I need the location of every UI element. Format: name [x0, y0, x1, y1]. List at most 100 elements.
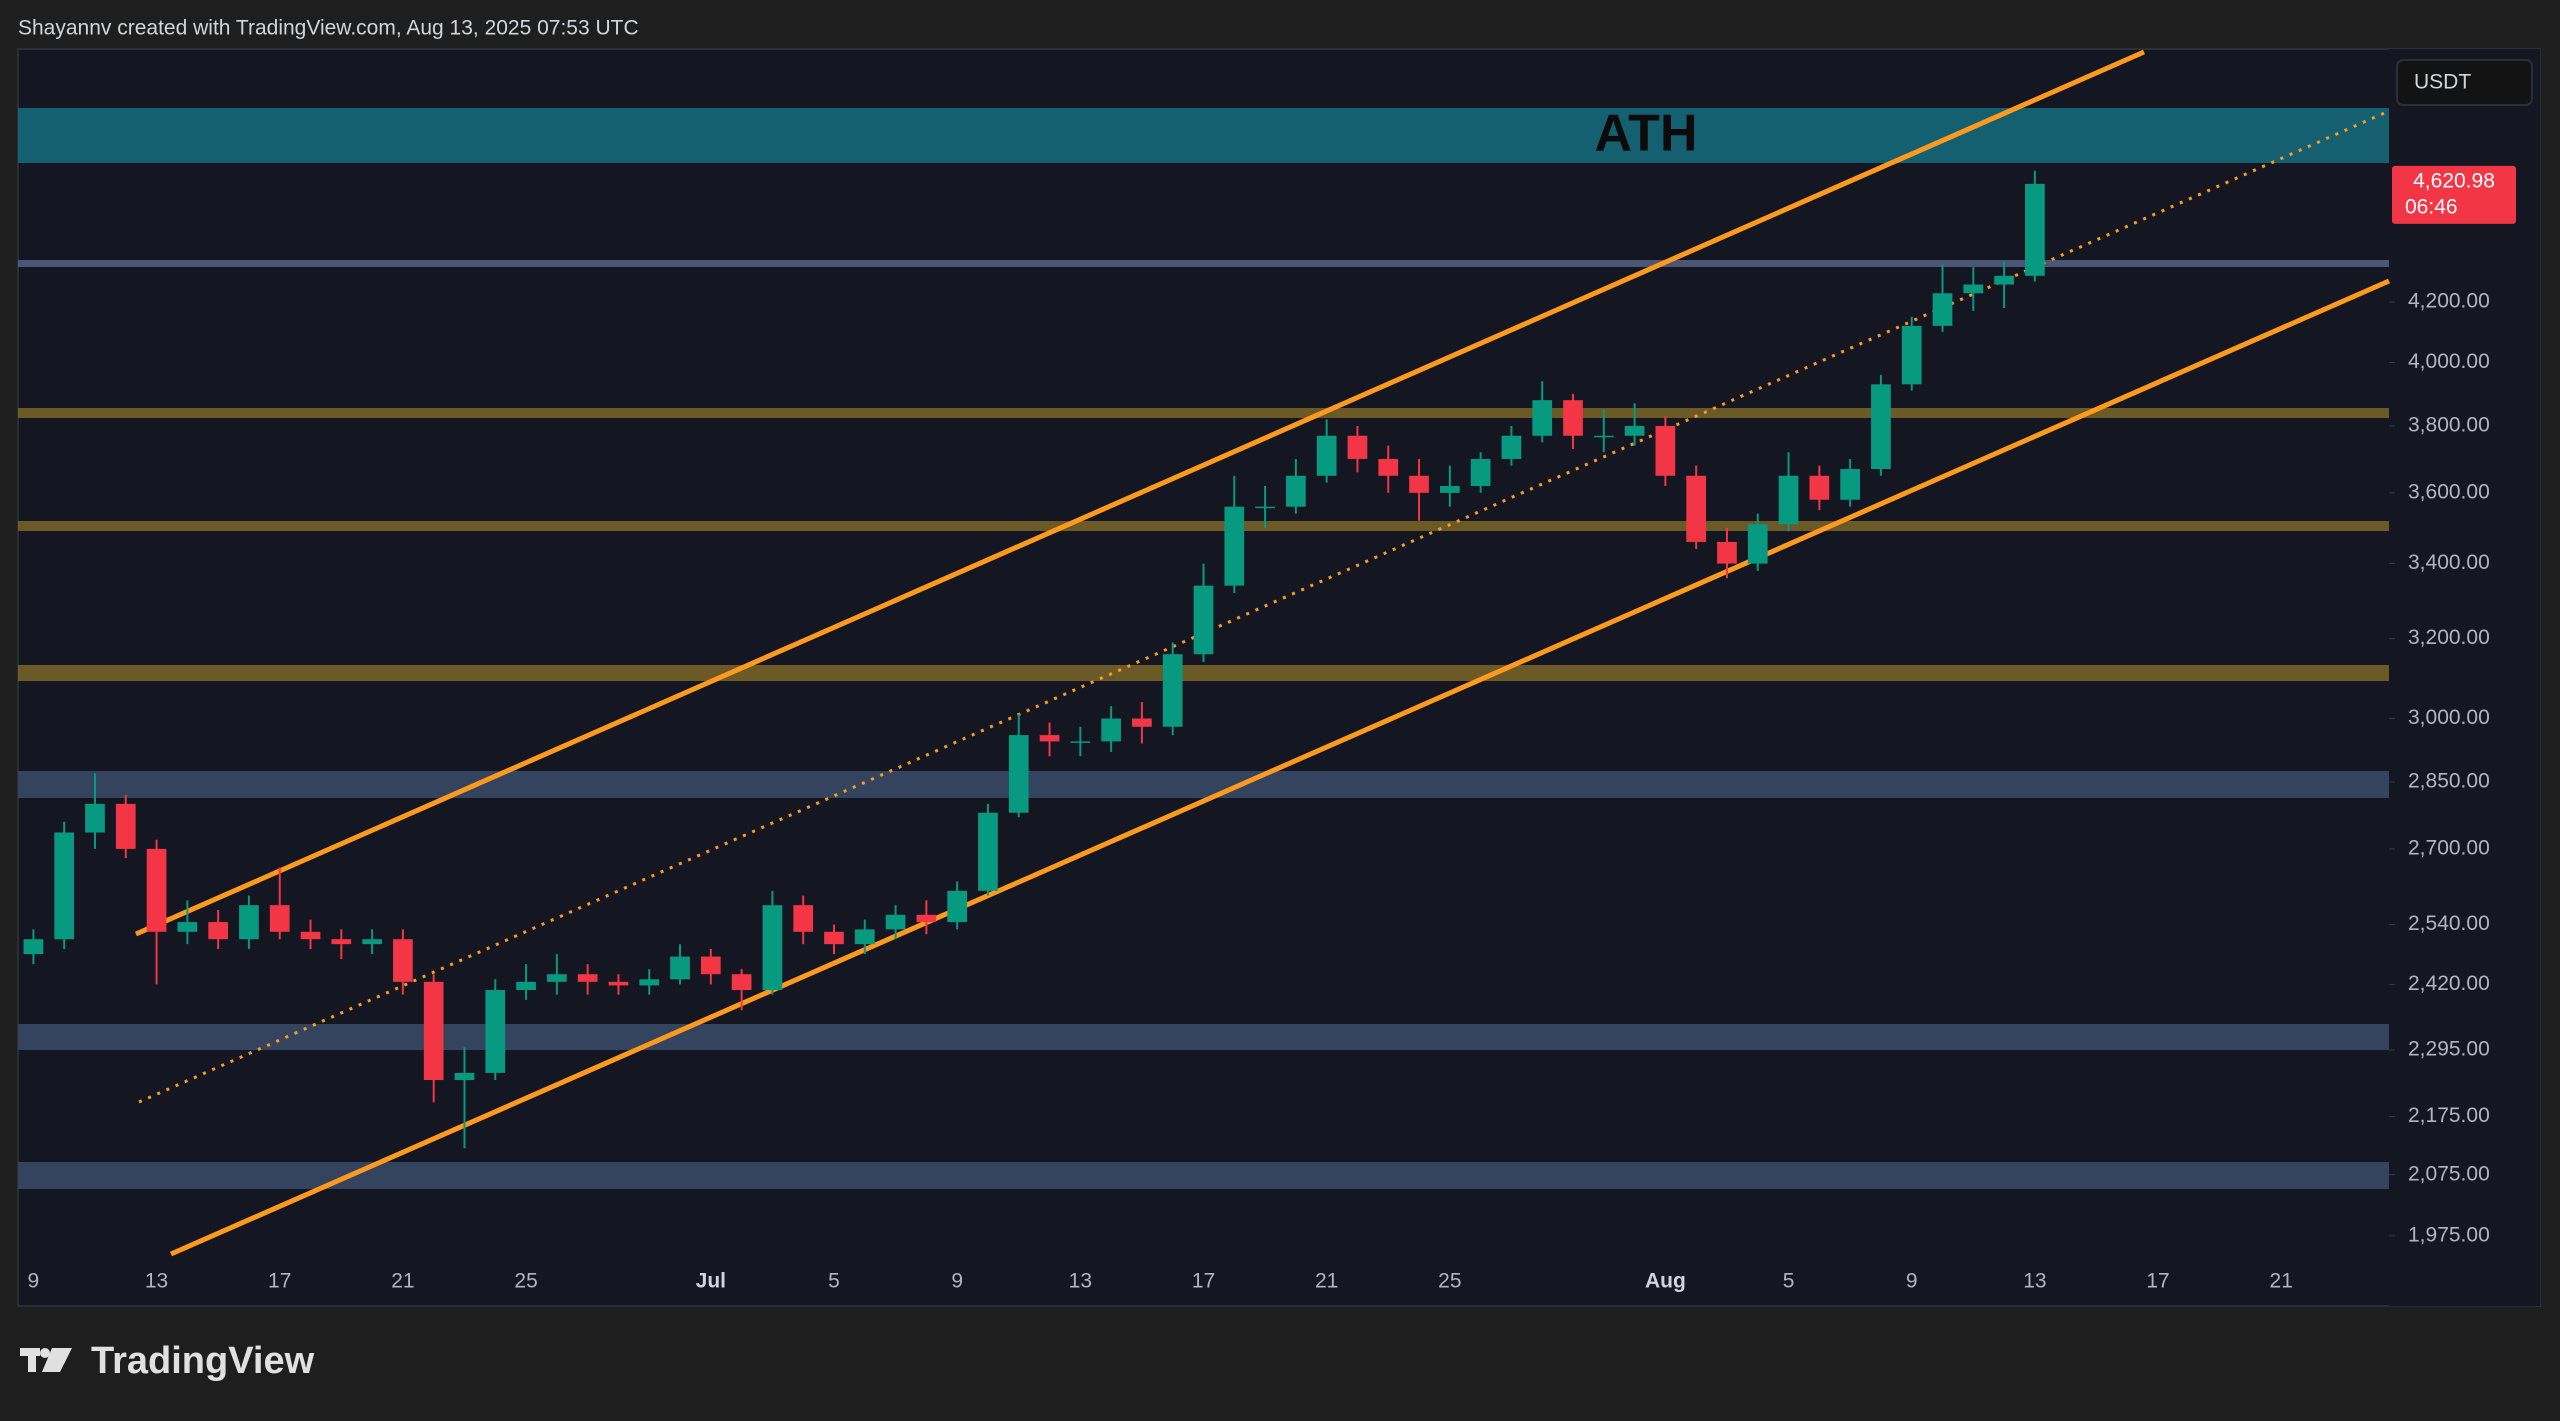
last-price-label: 4,620.98	[2413, 169, 2495, 192]
candle-body	[1162, 654, 1183, 727]
candle-body	[1717, 541, 1737, 564]
candle-body	[1409, 475, 1429, 493]
level-zone	[18, 260, 2389, 267]
candle-body	[516, 981, 536, 991]
candle-body	[978, 812, 998, 891]
x-tick-label: 13	[1069, 1270, 1092, 1293]
y-tick-label: 3,000.00	[2408, 706, 2490, 729]
y-tick-label: 2,075.00	[2408, 1162, 2490, 1185]
channel-upper	[134, 49, 2146, 937]
candle-body	[146, 848, 167, 932]
last-price-box	[2392, 165, 2516, 224]
logo-part	[50, 1348, 72, 1372]
brand: TradingView	[91, 1340, 315, 1382]
level-zone	[18, 1162, 2389, 1189]
candle-body	[362, 939, 382, 945]
candle-body	[1532, 400, 1553, 436]
x-tick-label: 13	[2023, 1270, 2046, 1293]
candle-body	[23, 939, 44, 955]
candle-body	[454, 1072, 475, 1081]
countdown: 06:46	[2405, 195, 2458, 218]
candle-body	[731, 974, 752, 991]
candle-body	[177, 922, 198, 932]
candle-body	[885, 914, 906, 930]
candle-body	[1655, 425, 1676, 476]
candle-body	[331, 939, 352, 945]
level-zone	[18, 408, 2389, 418]
candle-body	[762, 905, 783, 991]
drawings: ATH	[18, 49, 2391, 1257]
candle-body	[54, 832, 75, 940]
currency: USDT	[2414, 71, 2471, 94]
y-tick-label: 1,975.00	[2408, 1223, 2490, 1246]
level-zone	[18, 521, 2389, 531]
candle-body	[2025, 183, 2045, 276]
logo-icon	[20, 1348, 72, 1372]
level-zone	[18, 1024, 2389, 1050]
candle-body	[1008, 735, 1029, 813]
candle-body	[1563, 400, 1583, 436]
x-tick-label: 9	[951, 1270, 963, 1293]
candles	[23, 170, 2045, 1149]
candle-body	[85, 803, 105, 833]
candle-body	[947, 890, 968, 923]
level-zone	[18, 771, 2389, 798]
candle-body	[824, 931, 844, 945]
candle-body	[608, 981, 629, 986]
zone-label: ATH	[1594, 105, 1697, 163]
candle-body	[1963, 284, 1984, 294]
candle-body	[670, 956, 690, 980]
candle-body	[700, 956, 721, 975]
candle-body	[1778, 475, 1799, 525]
x-tick-label: 5	[828, 1270, 840, 1293]
logo-part	[28, 1348, 36, 1372]
candle-body	[1224, 506, 1245, 586]
candle-body	[1840, 469, 1860, 500]
candle-body	[793, 905, 814, 932]
candle-body	[423, 981, 444, 1081]
x-tick-label: 17	[2146, 1270, 2169, 1293]
candle-body	[1070, 741, 1091, 743]
candle-body	[1871, 384, 1891, 470]
candle-body	[1901, 325, 1922, 385]
x-tick-label: 13	[145, 1270, 168, 1293]
level-zone	[18, 665, 2389, 681]
logo-part	[40, 1348, 50, 1358]
candle-body	[485, 990, 506, 1073]
candle-body	[1316, 435, 1337, 476]
candle-body	[1039, 735, 1060, 742]
x-tick-label: Aug	[1645, 1270, 1686, 1293]
y-tick-label: 3,800.00	[2408, 413, 2490, 436]
candle-body	[115, 803, 136, 849]
candle-body	[1994, 275, 2014, 285]
channel-lower	[169, 278, 2391, 1257]
y-tick-label: 2,175.00	[2408, 1104, 2490, 1127]
candle-body	[854, 929, 875, 945]
candle-body	[1286, 475, 1306, 507]
candle-body	[916, 914, 937, 923]
currency-box[interactable]	[2396, 59, 2533, 106]
x-tick-label: 5	[1783, 1270, 1795, 1293]
candle-body	[1470, 458, 1491, 487]
x-tick-label: 21	[391, 1270, 414, 1293]
price-axis	[2389, 49, 2540, 1306]
candle-body	[1747, 524, 1768, 564]
x-tick-label: 17	[1192, 1270, 1215, 1293]
candle-body	[393, 939, 413, 982]
candle-body	[1347, 435, 1368, 459]
y-tick-label: 2,420.00	[2408, 972, 2490, 995]
candle-body	[1809, 475, 1830, 500]
candle-body	[1439, 486, 1460, 493]
candle-body	[1255, 506, 1275, 509]
x-tick-label: 25	[1438, 1270, 1461, 1293]
candle-body	[547, 974, 567, 982]
y-tick-label: 2,700.00	[2408, 836, 2490, 859]
credit-line: Shayannv created with TradingView.com, A…	[18, 17, 639, 40]
y-tick-label: 4,200.00	[2408, 290, 2490, 313]
candle-body	[1193, 585, 1214, 655]
candle-body	[1686, 475, 1707, 542]
logo-part	[42, 1348, 62, 1372]
x-tick-label: 21	[1315, 1270, 1338, 1293]
x-tick-label: 17	[268, 1270, 291, 1293]
candle-body	[577, 974, 598, 982]
